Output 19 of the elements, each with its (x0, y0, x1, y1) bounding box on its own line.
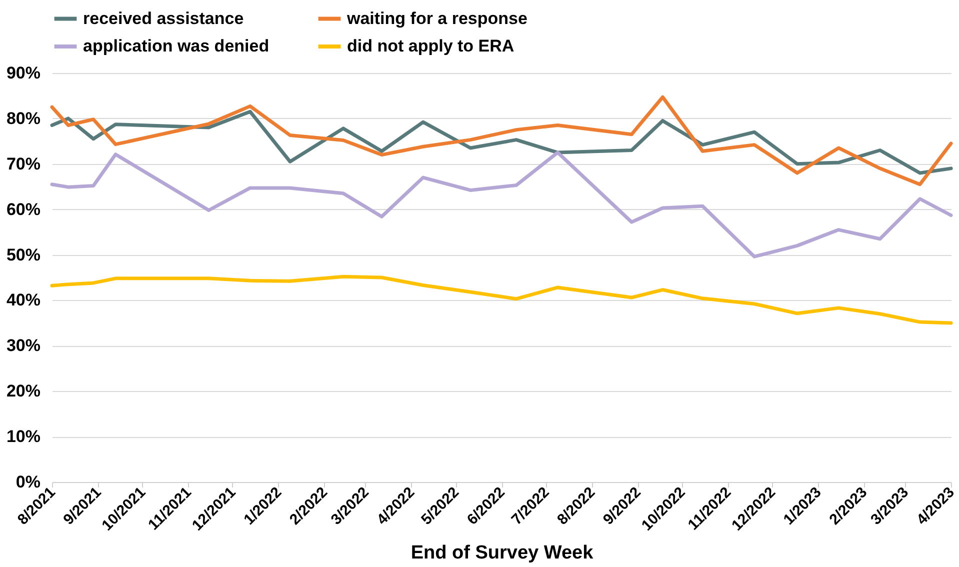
y-tick-label: 90% (6, 64, 40, 82)
line-series (50, 95, 953, 186)
y-tick-label: 0% (16, 472, 40, 492)
y-tick-label: 20% (6, 382, 40, 401)
y-tick-label: 70% (6, 154, 40, 174)
y-tick-label: 30% (6, 336, 40, 356)
legend-label: received assistance (83, 8, 244, 28)
y-tick-label: 80% (6, 108, 40, 128)
line-series (50, 110, 953, 175)
y-tick-label: 10% (6, 427, 40, 446)
x-axis-title: End of Survey Week (410, 542, 594, 564)
y-tick-label: 40% (6, 290, 40, 310)
y-tick-label: 50% (6, 245, 40, 264)
legend-label: did not apply to ERA (347, 36, 514, 56)
legend-label: waiting for a response (346, 8, 528, 28)
legend-label: application was denied (83, 36, 270, 56)
line-series (50, 150, 953, 258)
line-series (50, 274, 953, 325)
y-tick-label: 60% (6, 200, 40, 219)
